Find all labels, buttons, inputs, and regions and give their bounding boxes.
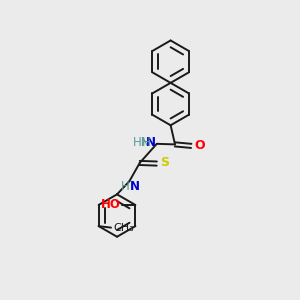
Text: N: N (129, 180, 140, 193)
Text: HN: HN (133, 136, 150, 149)
Text: HO: HO (101, 198, 121, 212)
Text: S: S (160, 157, 169, 169)
Text: H: H (121, 180, 129, 193)
Text: H: H (142, 136, 151, 149)
Text: N: N (146, 136, 156, 149)
Text: O: O (194, 140, 205, 152)
Text: CH₃: CH₃ (113, 223, 134, 232)
